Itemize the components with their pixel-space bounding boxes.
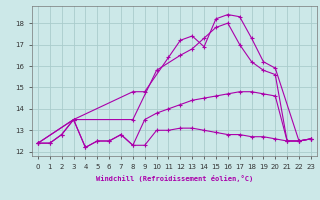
X-axis label: Windchill (Refroidissement éolien,°C): Windchill (Refroidissement éolien,°C) [96,175,253,182]
